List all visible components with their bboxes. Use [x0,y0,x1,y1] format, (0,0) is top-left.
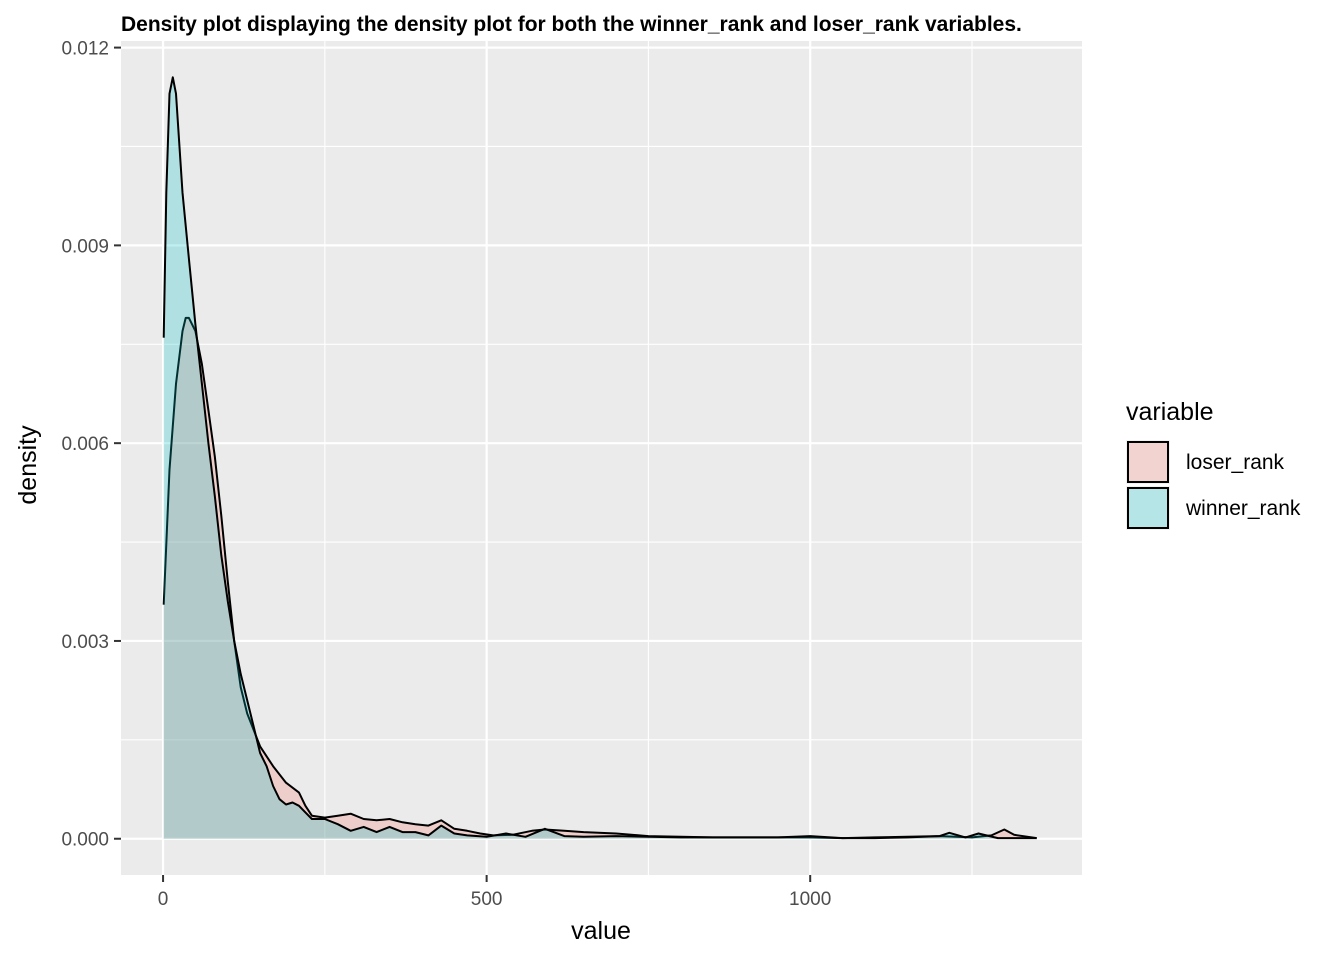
x-tick-label: 500 [471,889,503,910]
legend-label-loser-rank: loser_rank [1186,451,1285,474]
legend-key-background [1126,440,1170,484]
density-line-loser-rank [162,316,1037,840]
y-tick-label: 0.006 [61,434,109,455]
legend-key-winner-rank [1127,487,1169,529]
x-axis-title: value [571,917,631,945]
plot-area [121,41,1082,875]
y-tick-label: 0.000 [61,830,109,851]
legend-label-winner-rank: winner_rank [1185,497,1301,520]
x-axis: 0 500 1000 [158,875,831,910]
legend-key-loser-rank [1127,441,1169,483]
x-tick-label: 0 [158,889,169,910]
legend: variable loser_rank winner_rank [1126,398,1301,530]
density-area-loser-rank [163,317,1037,839]
legend-key-background [1126,486,1170,530]
y-tick-label: 0.003 [61,632,109,653]
chart-title: Density plot displaying the density plot… [121,13,1022,36]
x-tick-label: 1000 [789,889,831,910]
y-tick-label: 0.012 [61,39,109,60]
density-line-winner-rank [162,76,1037,840]
legend-title: variable [1126,398,1214,426]
density-area-winner-rank [163,77,1037,839]
panel-background [121,41,1082,875]
y-axis: 0.000 0.003 0.006 0.009 0.012 [61,39,121,851]
y-axis-title: density [14,425,42,505]
y-tick-label: 0.009 [61,236,109,257]
